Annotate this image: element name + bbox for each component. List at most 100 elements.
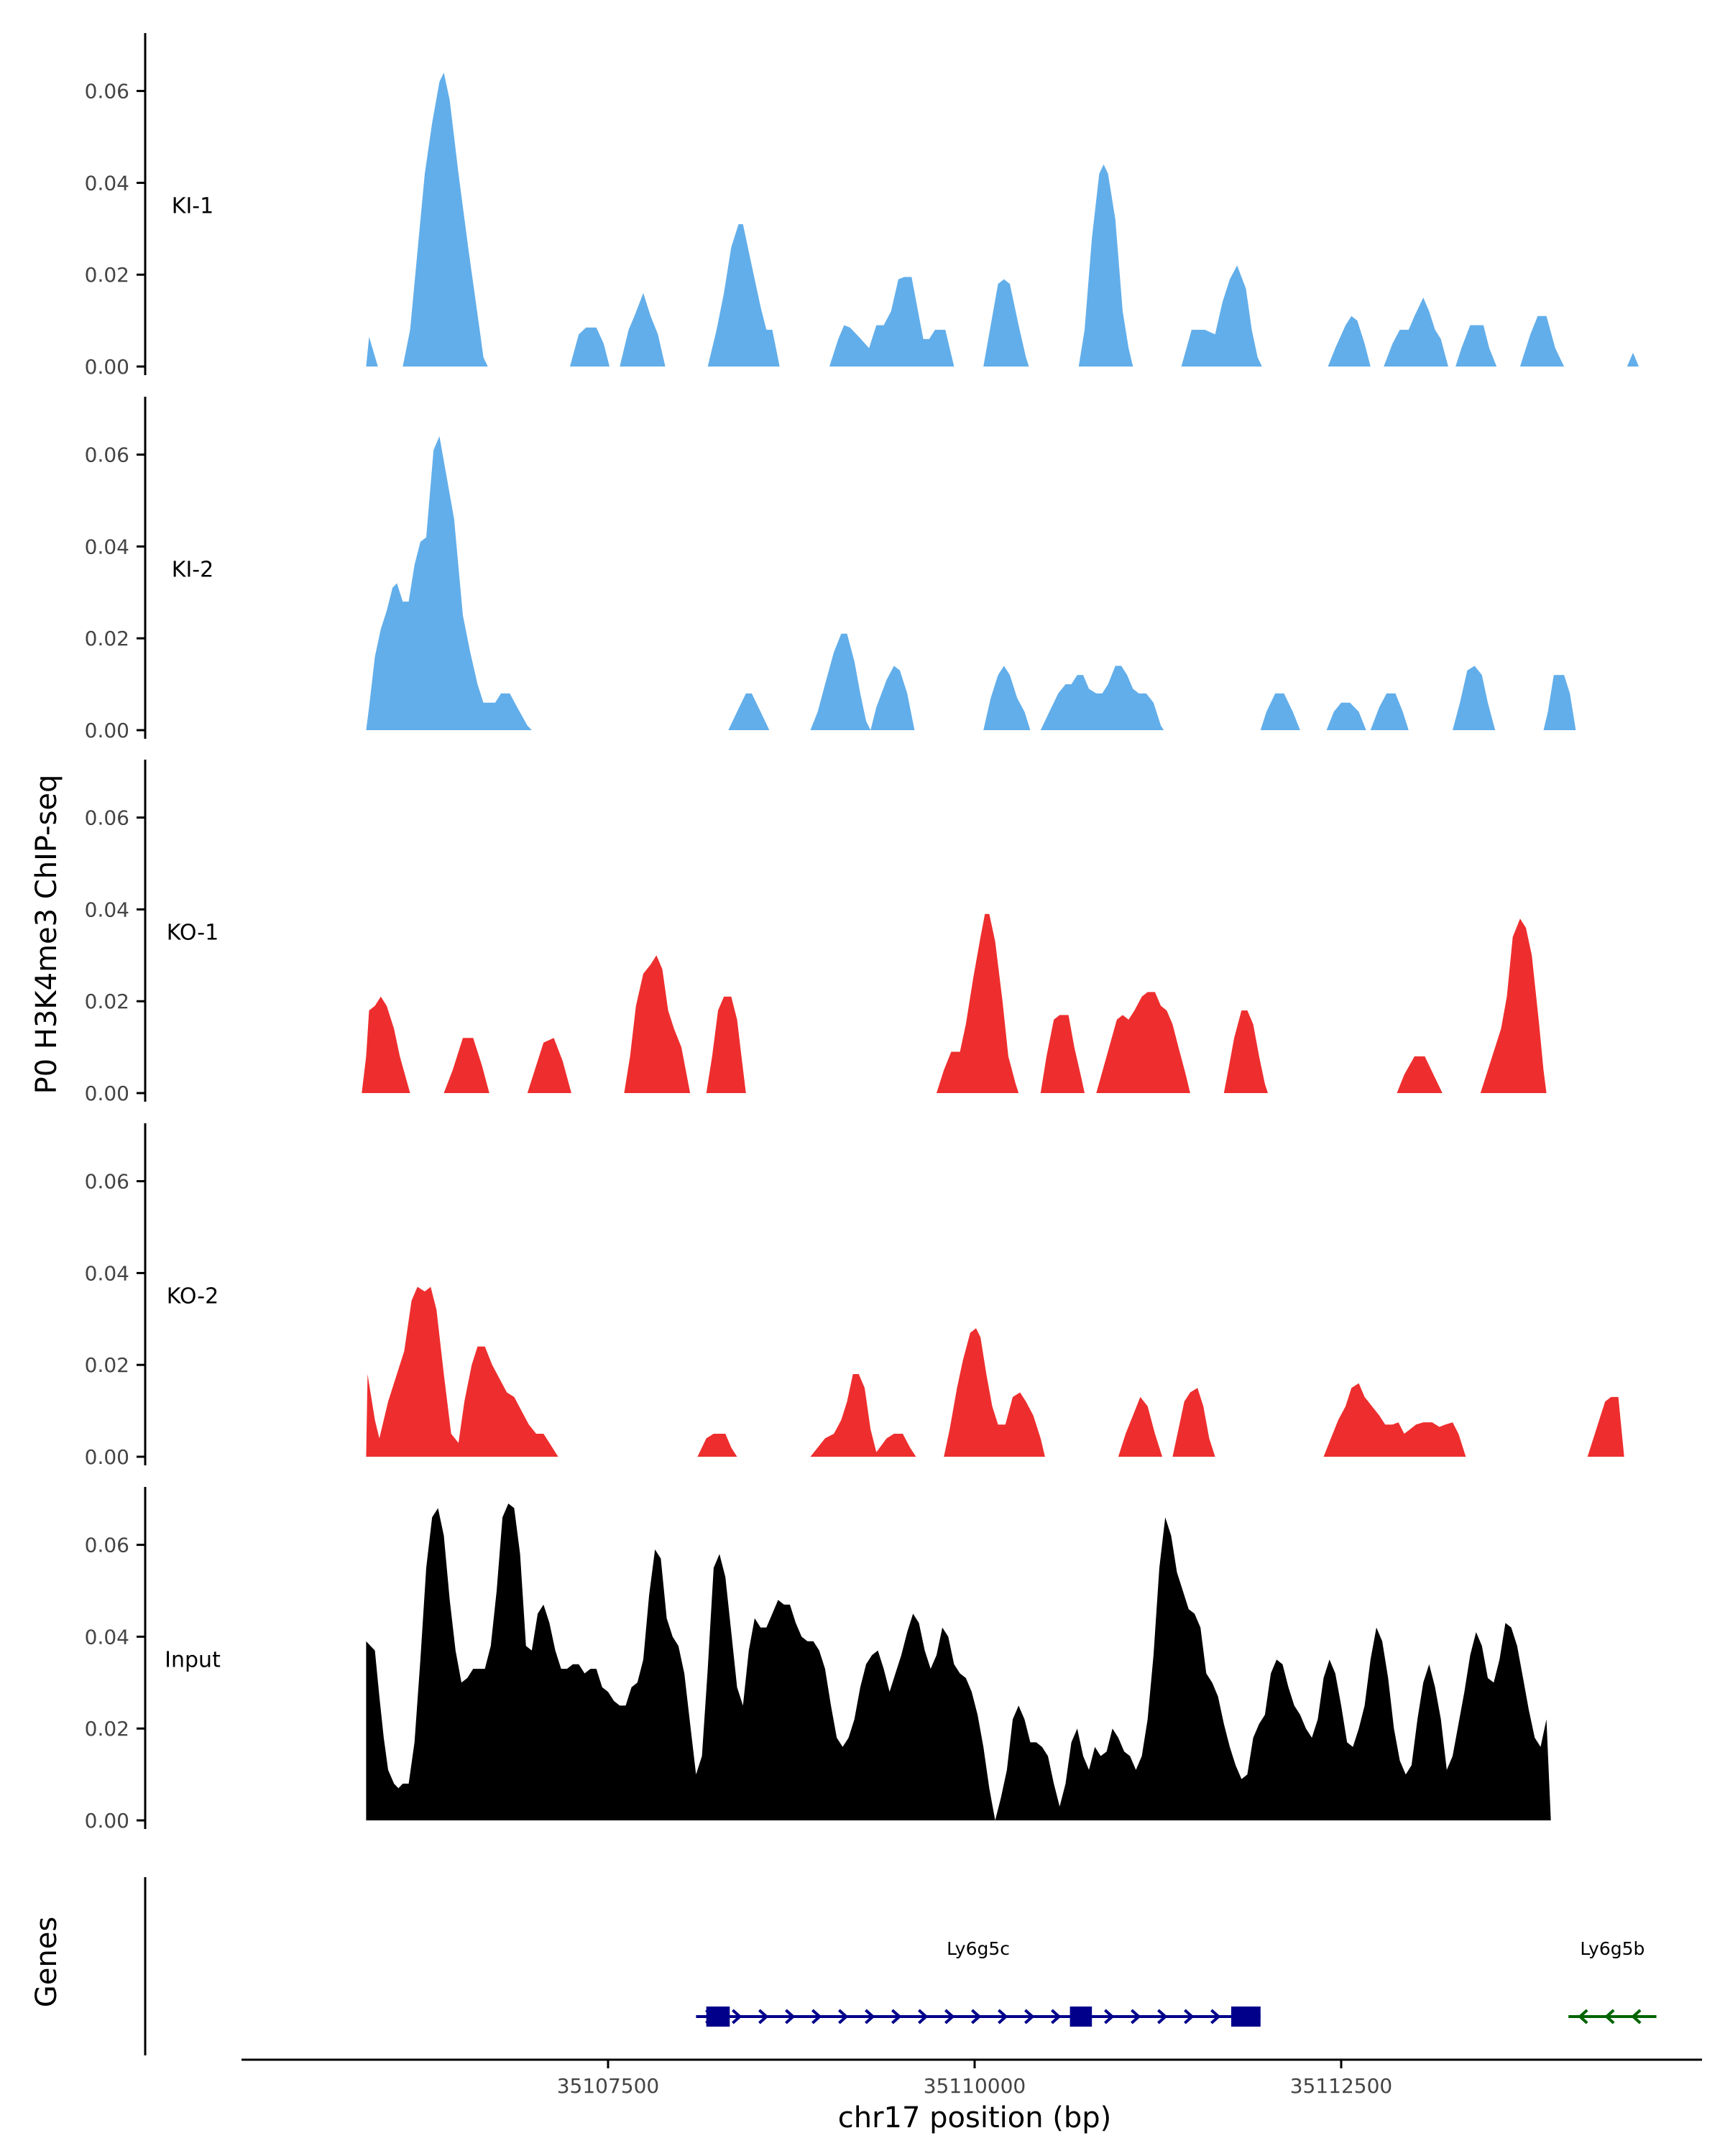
strand-arrow-icon (1210, 2009, 1221, 2024)
signal-peak (697, 1434, 737, 1457)
y-tick-label: 0.04 (85, 535, 129, 558)
signal-peak (366, 436, 532, 730)
signal-peak (1328, 315, 1371, 367)
strand-arrow-icon (891, 2009, 902, 2024)
strand-arrow-icon (785, 2009, 796, 2024)
y-tick-label: 0.06 (85, 1534, 129, 1557)
strand-arrow-icon (944, 2009, 955, 2024)
signal-peak (1260, 693, 1300, 730)
track-label: KI-1 (172, 193, 213, 218)
signal-peak (1370, 693, 1409, 730)
signal-peak (620, 292, 666, 367)
track-ko-2: 0.00 0.02 0.04 0.06 KO-2 (85, 1123, 1624, 1469)
signal-peak (366, 1286, 558, 1457)
signal-peak (366, 336, 378, 367)
x-tick-label: 35112500 (1290, 2074, 1393, 2098)
exon (1070, 2007, 1092, 2027)
y-tick-label: 0.02 (85, 1717, 129, 1741)
y-tick-label: 0.00 (85, 1082, 129, 1105)
strand-arrow-icon (1024, 2009, 1035, 2024)
y-axis-title: P0 H3K4me3 ChIP-seq (30, 775, 63, 1095)
strand-arrow-icon (758, 2009, 769, 2024)
track-ki-2: 0.00 0.02 0.04 0.06 KI-2 (85, 397, 1576, 742)
signal-peak (706, 996, 746, 1093)
strand-arrow-icon (811, 2009, 822, 2024)
strand-arrow-icon (1104, 2009, 1115, 2024)
signal-peak (983, 279, 1029, 367)
strand-arrow-icon (971, 2009, 982, 2024)
track-label: KI-2 (172, 557, 213, 582)
signal-peak (1453, 665, 1496, 730)
signal-peak (362, 996, 410, 1093)
gene-label: Ly6g5b (1580, 1938, 1644, 1959)
signal-peak (870, 665, 915, 730)
strand-arrow-icon (1578, 2009, 1588, 2024)
signal-peak (1326, 702, 1366, 730)
strand-arrow-icon (918, 2009, 929, 2024)
y-tick-label: 0.06 (85, 806, 129, 830)
signal-peak (1040, 1015, 1085, 1093)
gene-label: Ly6g5c (947, 1938, 1010, 1959)
y-tick-label: 0.00 (85, 1809, 129, 1833)
signal-peak (1455, 325, 1497, 367)
track-ko-1: 0.00 0.02 0.04 0.06 KO-1 (85, 760, 1547, 1105)
signal-peak (810, 633, 871, 730)
signal-peak (1172, 1388, 1215, 1457)
x-tick-label: 35110000 (924, 2074, 1026, 2098)
signal-peak (1397, 1056, 1443, 1093)
signal-peak (624, 955, 691, 1093)
y-tick-label: 0.04 (85, 898, 129, 921)
signal-peak (366, 1503, 1552, 1820)
signal-peak (527, 1038, 571, 1093)
signal-peak (1519, 315, 1565, 367)
signal-peak (1181, 265, 1262, 367)
strand-arrow-icon (838, 2009, 849, 2024)
y-tick-label: 0.04 (85, 171, 129, 195)
strand-arrow-icon (1131, 2009, 1141, 2024)
signal-peak (1627, 352, 1639, 367)
strand-arrow-icon (1631, 2009, 1642, 2024)
track-label: KO-2 (167, 1284, 218, 1309)
strand-arrow-icon (1051, 2009, 1062, 2024)
signal-peak (1040, 665, 1164, 730)
y-tick-label: 0.02 (85, 627, 129, 650)
gene-ly6g5c: Ly6g5c (696, 1938, 1261, 2027)
x-tick-label: 35107500 (557, 2074, 660, 2098)
signal-peak (1118, 1396, 1163, 1457)
track-label: Input (165, 1647, 221, 1672)
y-tick-label: 0.00 (85, 719, 129, 742)
y-tick-label: 0.02 (85, 990, 129, 1013)
signal-peak (1587, 1396, 1624, 1457)
signal-peak (937, 913, 1019, 1093)
gene-track-title: Genes (30, 1917, 63, 2007)
strand-arrow-icon (1604, 2009, 1615, 2024)
strand-arrow-icon (1157, 2009, 1168, 2024)
track-input: 0.00 0.02 0.04 0.06 Input (85, 1487, 1552, 1833)
signal-peak (810, 1374, 916, 1457)
y-tick-label: 0.02 (85, 1353, 129, 1377)
exon (706, 2007, 730, 2027)
signal-peak (1384, 298, 1448, 367)
track-label: KO-1 (167, 920, 218, 945)
y-tick-label: 0.06 (85, 443, 129, 467)
x-axis: 35107500 35110000 35112500 (242, 2058, 1702, 2098)
gene-ly6g5b: Ly6g5b (1568, 1938, 1657, 2024)
y-tick-label: 0.06 (85, 80, 129, 103)
strand-arrow-icon (865, 2009, 875, 2024)
y-tick-label: 0.04 (85, 1625, 129, 1649)
signal-peak (707, 224, 780, 367)
y-tick-label: 0.00 (85, 355, 129, 379)
signal-peak (1096, 992, 1190, 1093)
signal-peak (1480, 918, 1547, 1093)
y-tick-label: 0.04 (85, 1261, 129, 1285)
strand-arrow-icon (732, 2009, 742, 2024)
gene-track: Ly6g5c Ly6g5b (144, 1877, 1657, 2055)
signal-peak (443, 1038, 489, 1093)
signal-peak (402, 73, 488, 367)
strand-arrow-icon (998, 2009, 1008, 2024)
x-axis-title: chr17 position (bp) (838, 2101, 1112, 2134)
track-ki-1: 0.00 0.02 0.04 0.06 KI-1 (85, 33, 1639, 379)
signal-peak (944, 1328, 1045, 1457)
signal-peak (983, 665, 1031, 730)
